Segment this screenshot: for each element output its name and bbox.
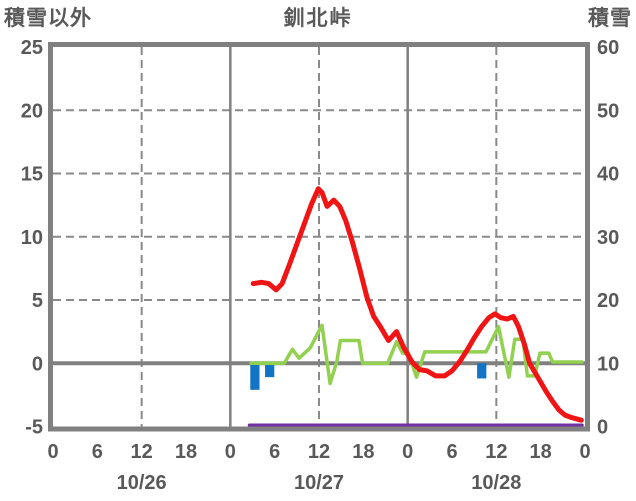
left-axis-tick-label: 25 [21,37,43,59]
plot-frame [48,42,590,432]
left-axis-tick-label: 10 [21,227,43,249]
right-axis-tick-label: 40 [597,164,619,186]
right-axis-tick-label: 30 [597,227,619,249]
left-axis-tick-label: 0 [32,353,43,375]
hour-tick-label: 12 [485,441,507,463]
hour-tick-label: 18 [530,441,552,463]
precipitation-blue-bars [477,363,487,379]
right-axis-title: 積雪 [588,7,632,30]
right-axis-tick-label: 20 [597,290,619,312]
right-axis-tick-label: 60 [597,37,619,59]
hour-tick-label: 18 [175,441,197,463]
hour-tick-label: 0 [402,441,413,463]
hour-tick-label: 0 [579,441,590,463]
precipitation-blue-bars [250,363,260,390]
hour-tick-label: 18 [352,441,374,463]
date-label: 10/28 [471,472,521,494]
hour-tick-label: 6 [92,441,103,463]
left-axis-tick-label: 20 [21,100,43,122]
left-axis-tick-label: 5 [32,290,43,312]
hour-tick-label: 12 [308,441,330,463]
date-label: 10/26 [117,472,167,494]
left-axis-title: 積雪以外 [4,7,92,30]
hour-tick-label: 6 [269,441,280,463]
hour-tick-label: 0 [225,441,236,463]
left-axis-tick-label: -5 [25,417,43,439]
right-axis-tick-label: 50 [597,100,619,122]
page-title: 釧北峠 [283,7,353,30]
temperature-red-line [250,186,584,423]
left-axis-tick-label: 15 [21,164,43,186]
hour-tick-label: 6 [446,441,457,463]
right-axis-tick-label: 10 [597,353,619,375]
green-line [249,323,584,386]
hour-tick-label: 0 [47,441,58,463]
hour-tick-label: 12 [131,441,153,463]
precipitation-blue-bars [265,363,275,378]
right-axis-tick-label: 0 [597,417,608,439]
date-label: 10/27 [294,472,344,494]
